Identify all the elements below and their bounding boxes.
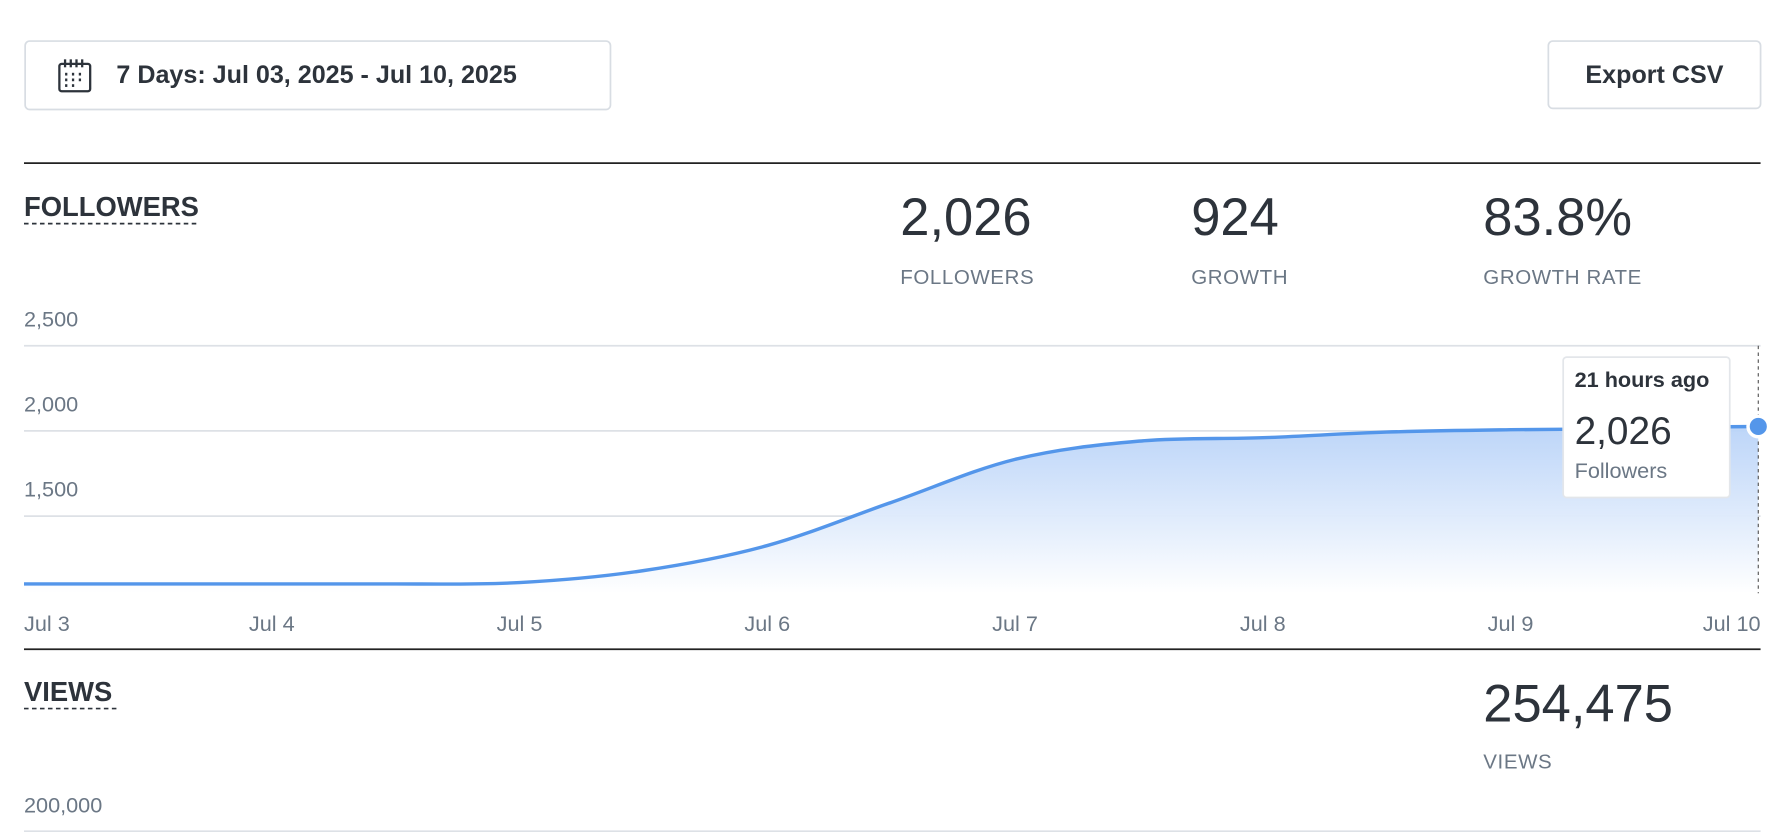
views-chart: 200,000 [24, 792, 1761, 832]
area-fill [23, 426, 1759, 594]
tooltip-title: 21 hours ago [1575, 367, 1710, 392]
stat-value: 924 [1191, 188, 1279, 247]
tooltip-label: Followers [1575, 458, 1668, 483]
line [23, 424, 1759, 586]
stat-label: FOLLOWERS [900, 266, 1034, 289]
x-tick-label: Jul 8 [1240, 611, 1286, 636]
y-tick-label: 200,000 [24, 792, 102, 817]
section-title[interactable]: FOLLOWERS [24, 191, 199, 222]
y-tick-label: 2,500 [24, 306, 78, 331]
stats: 254,475 VIEWS [1483, 674, 1673, 773]
hover-dot [1746, 414, 1771, 439]
x-tick-label: Jul 5 [497, 611, 543, 636]
y-tick-label: 1,500 [24, 477, 78, 502]
stat-label: VIEWS [1483, 751, 1552, 774]
button-frame[interactable] [1547, 40, 1762, 110]
x-tick-label: Jul 10 [1703, 611, 1761, 636]
stat-label: GROWTH [1191, 266, 1288, 289]
stat-value: 2,026 [900, 188, 1031, 247]
tooltip-box [1562, 356, 1731, 499]
tooltip-value: 2,026 [1575, 410, 1672, 453]
stat-value: 83.8% [1483, 188, 1632, 247]
stat-value: 254,475 [1483, 674, 1673, 733]
section-title[interactable]: VIEWS [24, 676, 112, 707]
y-tick-label: 2,000 [24, 392, 78, 417]
x-tick-label: Jul 9 [1488, 611, 1534, 636]
stats: 2,026 FOLLOWERS 924 GROWTH 83.8% GROWTH RATE [900, 188, 1642, 289]
x-tick-label: Jul 7 [992, 611, 1038, 636]
calendar-icon [58, 59, 92, 93]
export-button[interactable]: Export CSV [1547, 40, 1762, 110]
followers-chart: 1,500 2,000 2,500 Jul 3 Jul 4 Jul 5 Jul 6 Jul 7… [23, 306, 1771, 636]
date-range-button[interactable]: 7 Days: Jul 03, 2025 - Jul 10, 2025 [24, 40, 612, 111]
x-tick-label: Jul 6 [744, 611, 790, 636]
x-tick-label: Jul 3 [24, 611, 70, 636]
export-label[interactable]: Export CSV [1585, 61, 1723, 89]
x-tick-label: Jul 4 [249, 611, 295, 636]
button-frame[interactable] [24, 40, 612, 111]
date-range-label[interactable]: 7 Days: Jul 03, 2025 - Jul 10, 2025 [116, 61, 516, 89]
stat-label: GROWTH RATE [1483, 266, 1642, 289]
